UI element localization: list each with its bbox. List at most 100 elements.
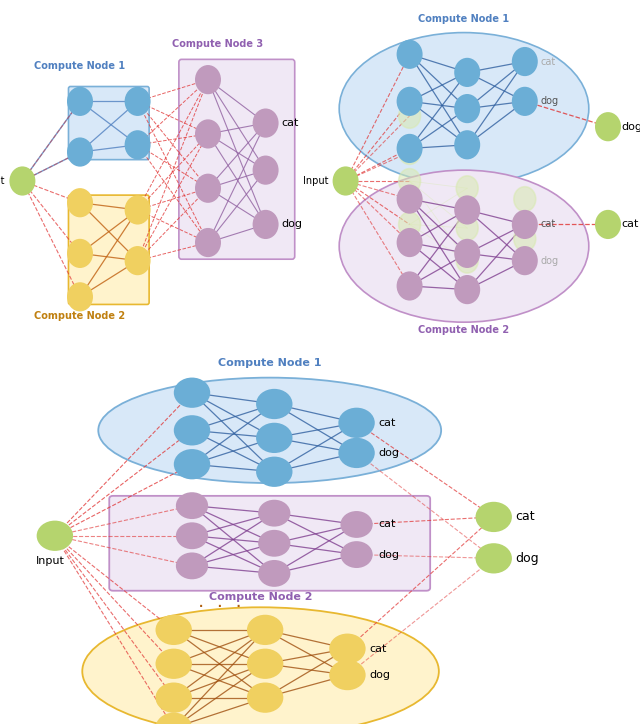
Text: dog: dog [622,122,640,132]
Circle shape [68,189,92,216]
Circle shape [253,109,278,137]
Text: Input: Input [303,176,328,186]
Circle shape [341,542,372,567]
Ellipse shape [99,378,441,483]
Circle shape [397,41,422,68]
Circle shape [125,247,150,274]
Text: Compute Node 1: Compute Node 1 [419,14,509,24]
Circle shape [339,408,374,437]
Circle shape [399,212,420,237]
Circle shape [177,493,207,518]
Ellipse shape [339,170,589,322]
Text: dog: dog [369,670,390,680]
Text: dog: dog [378,448,399,458]
Circle shape [455,95,479,122]
Text: dog: dog [281,219,302,230]
Circle shape [513,247,537,274]
Text: dog: dog [516,552,540,565]
Circle shape [257,390,292,418]
Circle shape [339,439,374,467]
Text: cat: cat [281,118,298,128]
Circle shape [456,176,478,201]
Circle shape [10,167,35,195]
FancyBboxPatch shape [179,59,295,259]
Circle shape [177,523,207,548]
Ellipse shape [83,607,439,724]
Text: cat: cat [516,510,535,523]
Circle shape [156,615,191,644]
Text: Compute Node 2: Compute Node 2 [419,325,509,335]
Circle shape [455,196,479,224]
Circle shape [333,167,358,195]
Text: cat: cat [622,219,639,230]
Text: Input: Input [36,557,65,566]
Circle shape [259,531,289,556]
FancyBboxPatch shape [109,496,430,591]
Circle shape [514,227,536,251]
Text: cat: cat [540,56,556,67]
Circle shape [175,450,209,479]
Circle shape [399,169,420,193]
Circle shape [175,379,209,407]
Circle shape [513,48,537,75]
Text: dog: dog [540,96,558,106]
Circle shape [596,211,620,238]
Circle shape [341,512,372,537]
Text: Compute Node 1: Compute Node 1 [35,61,125,71]
Circle shape [125,88,150,115]
Circle shape [177,553,207,578]
Circle shape [455,240,479,267]
Circle shape [456,248,478,273]
Circle shape [259,500,289,526]
Circle shape [397,229,422,256]
Circle shape [455,131,479,159]
Circle shape [68,283,92,311]
Text: Compute Node 3: Compute Node 3 [172,39,263,49]
Circle shape [68,240,92,267]
Circle shape [253,156,278,184]
Circle shape [399,104,420,128]
Circle shape [513,88,537,115]
Circle shape [196,120,220,148]
Circle shape [196,174,220,202]
Circle shape [397,272,422,300]
Text: Input: Input [0,176,4,186]
Circle shape [248,683,282,712]
Text: dog: dog [378,550,399,560]
Circle shape [248,615,282,644]
FancyBboxPatch shape [68,87,149,160]
Circle shape [196,229,220,256]
Circle shape [399,140,420,164]
Circle shape [514,187,536,211]
Circle shape [397,88,422,115]
Text: Compute Node 2: Compute Node 2 [209,592,312,602]
Circle shape [330,661,365,689]
Circle shape [196,66,220,93]
Circle shape [513,211,537,238]
Circle shape [456,216,478,240]
Circle shape [253,211,278,238]
Circle shape [156,683,191,712]
Circle shape [257,424,292,452]
Circle shape [397,135,422,162]
Text: Compute Node 2: Compute Node 2 [35,311,125,321]
Circle shape [156,649,191,678]
Ellipse shape [339,33,589,185]
Circle shape [156,713,191,724]
Circle shape [175,416,209,445]
Circle shape [330,634,365,663]
Text: Compute Node 1: Compute Node 1 [218,358,321,369]
Text: ·  ·  ·: · · · [198,598,241,617]
Circle shape [257,458,292,486]
Circle shape [68,138,92,166]
Circle shape [68,88,92,115]
Circle shape [455,276,479,303]
FancyBboxPatch shape [68,195,149,304]
Circle shape [125,131,150,159]
Circle shape [397,185,422,213]
Circle shape [455,59,479,86]
Circle shape [476,502,511,531]
Circle shape [596,113,620,140]
Text: cat: cat [378,519,396,529]
Circle shape [38,521,72,550]
